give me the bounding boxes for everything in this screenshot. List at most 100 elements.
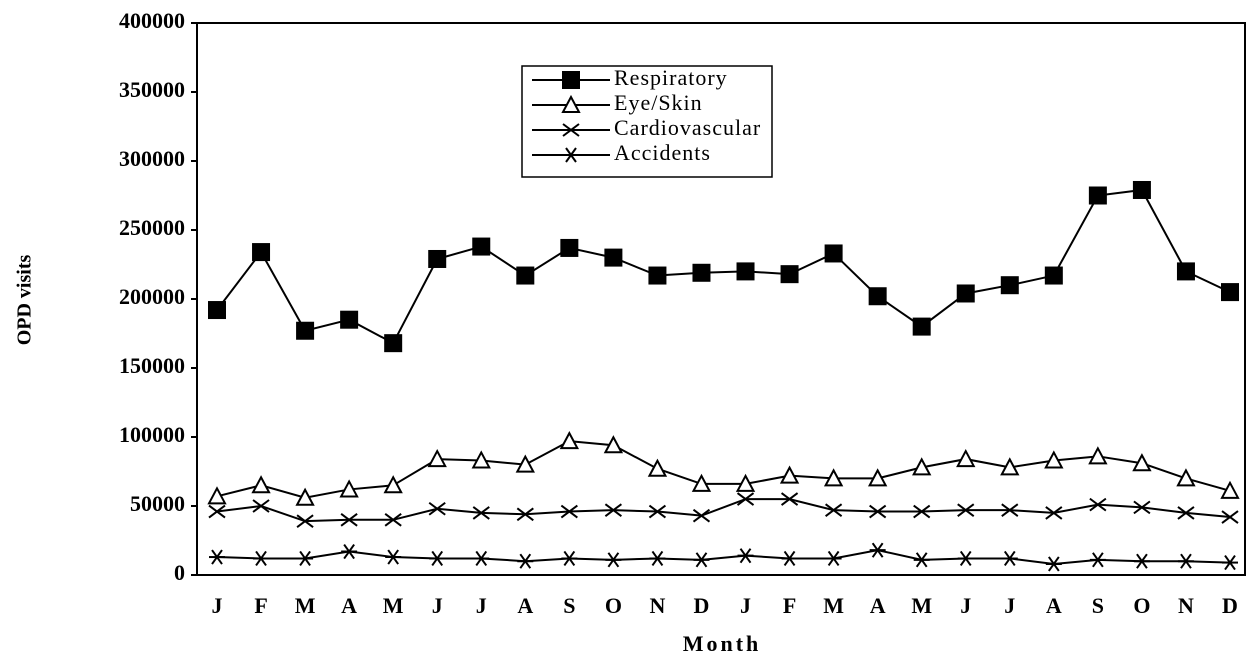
marker-shape: [1132, 180, 1151, 199]
marker-x: [516, 507, 534, 522]
marker-x: [428, 501, 446, 516]
x-tick-label: M: [823, 593, 844, 618]
marker-square: [562, 71, 580, 89]
marker-shape: [427, 448, 447, 468]
x-tick-label: J: [212, 593, 223, 618]
marker-shape: [252, 243, 271, 262]
marker-square: [692, 263, 711, 282]
marker-x: [1221, 510, 1239, 524]
marker-shape: [384, 334, 403, 353]
marker-stroke: [208, 504, 226, 519]
marker-asterisk: [869, 542, 886, 558]
marker-asterisk: [429, 550, 446, 567]
marker-stroke: [1224, 554, 1236, 571]
marker-shape: [1132, 453, 1152, 472]
marker-shape: [691, 473, 712, 492]
y-axis-label: OPD visits: [14, 255, 36, 346]
marker-stroke: [1089, 497, 1107, 512]
marker-stroke: [959, 550, 972, 567]
marker-x: [208, 504, 226, 519]
marker-stroke: [384, 512, 402, 527]
marker-stroke: [1048, 556, 1060, 572]
marker-asterisk: [649, 550, 666, 567]
marker-stroke: [736, 492, 755, 506]
marker-triangle: [251, 475, 271, 494]
marker-shape: [956, 284, 975, 303]
marker-shape: [603, 435, 624, 454]
x-tick-label: O: [1133, 593, 1150, 618]
legend-label: Cardiovascular: [614, 115, 761, 140]
marker-triangle: [1000, 457, 1020, 476]
y-tick-label: 400000: [119, 8, 185, 33]
marker-shape: [823, 468, 844, 487]
x-tick-label: M: [295, 593, 316, 618]
marker-asterisk: [913, 552, 930, 568]
legend-label: Accidents: [614, 140, 711, 165]
marker-triangle: [207, 486, 227, 505]
marker-asterisk: [563, 147, 579, 163]
marker-stroke: [915, 552, 928, 568]
marker-square: [868, 287, 887, 306]
marker-shape: [604, 248, 623, 267]
x-tick-label: J: [432, 593, 443, 618]
x-tick-label: J: [476, 593, 487, 618]
y-tick-label: 350000: [119, 77, 185, 102]
marker-shape: [207, 486, 227, 505]
marker-square: [1044, 266, 1063, 285]
y-tick-label: 0: [174, 560, 185, 585]
marker-stroke: [827, 550, 840, 567]
marker-triangle: [647, 458, 668, 477]
marker-shape: [251, 475, 271, 494]
series-line: [216, 549, 1231, 565]
y-tick-label: 100000: [119, 422, 185, 447]
marker-x: [1177, 506, 1195, 520]
marker-stroke: [211, 549, 223, 565]
x-tick-label: A: [1046, 593, 1062, 618]
marker-stroke: [428, 501, 446, 516]
x-tick-label: F: [254, 593, 267, 618]
marker-stroke: [343, 543, 355, 560]
marker-asterisk: [1177, 553, 1194, 569]
x-tick-label: N: [1178, 593, 1194, 618]
marker-x: [472, 506, 490, 520]
marker-triangle: [735, 473, 756, 492]
marker-square: [1088, 186, 1107, 205]
marker-stroke: [296, 514, 314, 528]
marker-stroke: [1092, 552, 1104, 568]
marker-x: [562, 123, 580, 137]
marker-triangle: [1044, 450, 1064, 469]
marker-shape: [561, 94, 581, 113]
marker-square: [912, 317, 931, 336]
marker-square: [516, 266, 535, 285]
marker-shape: [1220, 480, 1240, 499]
marker-shape: [736, 262, 755, 281]
marker-shape: [1088, 446, 1108, 465]
marker-triangle: [956, 448, 976, 468]
marker-x: [1133, 500, 1151, 515]
marker-x: [1089, 497, 1107, 512]
marker-triangle: [1220, 480, 1240, 499]
marker-shape: [779, 465, 800, 484]
marker-asterisk: [209, 549, 225, 565]
marker-shape: [912, 317, 931, 336]
marker-shape: [824, 244, 843, 263]
marker-stroke: [565, 147, 577, 163]
marker-stroke: [1180, 553, 1192, 569]
marker-square: [384, 334, 403, 353]
marker-stroke: [340, 512, 358, 527]
y-tick-label: 200000: [119, 284, 185, 309]
marker-asterisk: [1089, 552, 1106, 568]
marker-stroke: [1177, 506, 1195, 520]
marker-square: [340, 310, 359, 329]
marker-asterisk: [385, 549, 402, 565]
marker-shape: [472, 237, 491, 256]
y-tick-label: 250000: [119, 215, 185, 240]
marker-shape: [383, 475, 403, 494]
marker-asterisk: [693, 552, 710, 568]
marker-shape: [559, 431, 580, 450]
x-tick-label: M: [383, 593, 404, 618]
marker-square: [560, 238, 579, 257]
marker-shape: [340, 310, 359, 329]
x-tick-label: A: [341, 593, 357, 618]
marker-asterisk: [473, 550, 490, 567]
